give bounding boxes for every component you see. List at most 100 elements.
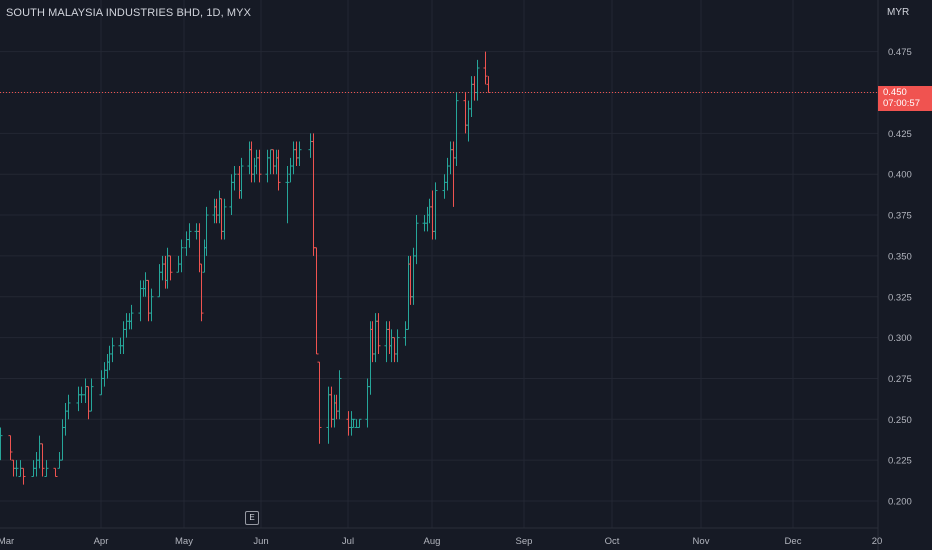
ohlc-bar[interactable]: [466, 100, 471, 142]
ohlc-bar[interactable]: [442, 174, 447, 199]
ohlc-bar[interactable]: [337, 370, 342, 420]
ohlc-bar[interactable]: [297, 141, 302, 167]
ohlc-bar[interactable]: [291, 141, 296, 175]
ohlc-bar[interactable]: [53, 467, 58, 477]
ohlc-bar[interactable]: [40, 443, 45, 477]
ohlc-bar[interactable]: [469, 76, 474, 118]
ohlc-bar[interactable]: [389, 329, 394, 363]
ohlc-bar[interactable]: [288, 157, 293, 183]
ohlc-bar[interactable]: [425, 206, 430, 232]
ohlc-bar[interactable]: [329, 386, 334, 428]
ohlc-bar[interactable]: [232, 166, 237, 191]
ohlc-bar[interactable]: [124, 313, 129, 338]
ohlc-bar[interactable]: [168, 255, 173, 281]
ohlc-bar[interactable]: [187, 223, 192, 248]
ohlc-bar[interactable]: [8, 435, 13, 461]
ohlc-bar[interactable]: [376, 313, 381, 354]
ohlc-bar[interactable]: [214, 198, 219, 224]
ohlc-bar[interactable]: [427, 198, 432, 224]
ohlc-bar[interactable]: [252, 157, 257, 183]
ohlc-bar[interactable]: [308, 133, 313, 158]
ohlc-bar[interactable]: [76, 386, 81, 412]
ohlc-bar[interactable]: [165, 247, 170, 289]
ohlc-bar[interactable]: [146, 279, 151, 322]
ohlc-bar[interactable]: [311, 133, 316, 256]
ohlc-bar[interactable]: [314, 247, 319, 355]
ohlc-bar[interactable]: [257, 149, 262, 183]
ohlc-bar[interactable]: [197, 223, 202, 273]
ohlc-bar[interactable]: [472, 76, 477, 101]
ohlc-bar[interactable]: [129, 304, 134, 330]
ohlc-bar[interactable]: [408, 255, 413, 305]
ohlc-bar[interactable]: [294, 141, 299, 167]
ohlc-bar[interactable]: [222, 198, 227, 240]
ohlc-bar[interactable]: [346, 411, 351, 436]
ohlc-bar[interactable]: [406, 255, 411, 330]
ohlc-bar[interactable]: [370, 321, 375, 363]
ohlc-bar[interactable]: [217, 190, 222, 224]
ohlc-bar[interactable]: [163, 255, 168, 289]
ohlc-bar[interactable]: [365, 378, 370, 428]
ohlc-bar[interactable]: [349, 411, 354, 436]
ohlc-bar[interactable]: [433, 182, 438, 240]
ohlc-bar[interactable]: [368, 321, 373, 395]
ohlc-bar[interactable]: [351, 418, 356, 428]
ohlc-bar[interactable]: [34, 451, 39, 477]
ohlc-bar[interactable]: [475, 59, 480, 101]
ohlc-bar[interactable]: [334, 394, 339, 420]
ohlc-bar[interactable]: [107, 345, 112, 371]
earnings-marker-icon[interactable]: E: [245, 511, 259, 525]
ohlc-bar[interactable]: [392, 337, 397, 363]
ohlc-bar[interactable]: [160, 255, 165, 281]
ohlc-bar[interactable]: [276, 149, 281, 191]
ohlc-bar[interactable]: [395, 329, 400, 363]
ohlc-bar[interactable]: [157, 264, 162, 298]
ohlc-bar[interactable]: [179, 239, 184, 273]
ohlc-bar[interactable]: [37, 435, 42, 469]
ohlc-bar[interactable]: [229, 174, 234, 216]
ohlc-bar[interactable]: [317, 361, 322, 444]
ohlc-bar[interactable]: [184, 231, 189, 256]
ohlc-bar[interactable]: [199, 263, 204, 322]
ohlc-bar[interactable]: [237, 166, 242, 199]
ohlc-bar[interactable]: [483, 51, 488, 85]
ohlc-bar[interactable]: [239, 157, 244, 199]
ohlc-bar[interactable]: [102, 362, 107, 387]
ohlc-bar[interactable]: [271, 149, 276, 175]
ohlc-bar[interactable]: [414, 215, 419, 265]
ohlc-bar[interactable]: [357, 418, 362, 428]
ohlc-bar[interactable]: [249, 141, 254, 183]
ohlc-bar[interactable]: [265, 149, 270, 183]
ohlc-bar[interactable]: [0, 427, 3, 461]
ohlc-bar[interactable]: [486, 76, 491, 93]
ohlc-bar[interactable]: [204, 206, 209, 256]
ohlc-bar[interactable]: [454, 92, 459, 167]
ohlc-bar[interactable]: [44, 460, 49, 477]
ohlc-bar[interactable]: [110, 337, 115, 363]
ohlc-bar[interactable]: [89, 378, 94, 412]
ohlc-bar[interactable]: [149, 288, 154, 322]
ohlc-bar[interactable]: [332, 394, 337, 428]
ohlc-bar[interactable]: [403, 321, 408, 346]
ohlc-bar[interactable]: [60, 419, 65, 461]
ohlc-bar[interactable]: [86, 386, 91, 420]
ohlc-bar[interactable]: [143, 272, 148, 297]
ohlc-bar[interactable]: [66, 394, 71, 420]
ohlc-bar[interactable]: [354, 419, 359, 428]
ohlc-bar[interactable]: [212, 198, 217, 224]
ohlc-bar[interactable]: [448, 141, 453, 175]
ohlc-bar[interactable]: [79, 386, 84, 403]
ohlc-bar[interactable]: [254, 149, 259, 175]
ohlc-bar[interactable]: [268, 149, 273, 175]
ohlc-bar[interactable]: [83, 378, 88, 403]
ohlc-bar[interactable]: [14, 460, 19, 477]
ohlc-bar[interactable]: [247, 141, 252, 175]
ohlc-bar[interactable]: [274, 149, 279, 175]
ohlc-bar[interactable]: [384, 321, 389, 363]
ohlc-bar[interactable]: [99, 370, 104, 396]
ohlc-bar[interactable]: [21, 467, 26, 485]
symbol-title[interactable]: SOUTH MALAYSIA INDUSTRIES BHD, 1D, MYX: [6, 7, 252, 19]
ohlc-bar[interactable]: [219, 198, 224, 240]
ohlc-bar[interactable]: [138, 280, 143, 322]
